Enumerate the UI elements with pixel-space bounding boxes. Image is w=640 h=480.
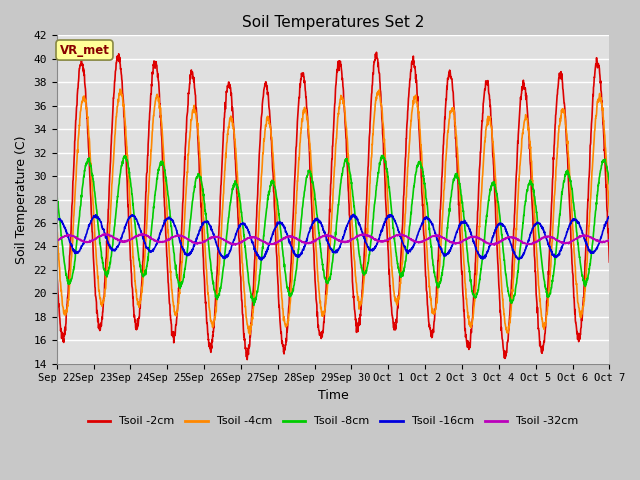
Tsoil -4cm: [207, 319, 215, 324]
Y-axis label: Soil Temperature (C): Soil Temperature (C): [15, 135, 28, 264]
Tsoil -16cm: [362, 238, 369, 243]
Tsoil -4cm: [573, 282, 580, 288]
Tsoil -16cm: [53, 217, 61, 223]
Tsoil -16cm: [349, 213, 357, 218]
Tsoil -8cm: [53, 192, 61, 198]
Tsoil -4cm: [349, 246, 357, 252]
Tsoil -8cm: [557, 200, 565, 205]
Tsoil -32cm: [349, 236, 357, 241]
Tsoil -32cm: [362, 232, 369, 238]
Tsoil -32cm: [557, 239, 565, 245]
Tsoil -2cm: [573, 324, 580, 330]
X-axis label: Time: Time: [317, 389, 348, 402]
Tsoil -8cm: [362, 271, 369, 276]
Tsoil -32cm: [573, 236, 580, 241]
Tsoil -16cm: [207, 223, 214, 229]
Text: VR_met: VR_met: [60, 44, 109, 57]
Tsoil -8cm: [605, 180, 613, 186]
Line: Tsoil -8cm: Tsoil -8cm: [57, 156, 609, 305]
Tsoil -2cm: [243, 357, 251, 362]
Tsoil -16cm: [258, 257, 266, 263]
Tsoil -4cm: [53, 220, 61, 226]
Tsoil -2cm: [557, 69, 565, 74]
Tsoil -16cm: [557, 247, 565, 252]
Tsoil -16cm: [605, 215, 613, 221]
Tsoil -32cm: [53, 238, 61, 244]
Tsoil -4cm: [362, 259, 369, 264]
Tsoil -32cm: [605, 237, 613, 243]
Tsoil -32cm: [494, 240, 502, 246]
Tsoil -2cm: [372, 49, 380, 55]
Tsoil -16cm: [494, 222, 502, 228]
Tsoil -4cm: [246, 332, 253, 337]
Tsoil -2cm: [349, 288, 357, 294]
Legend: Tsoil -2cm, Tsoil -4cm, Tsoil -8cm, Tsoil -16cm, Tsoil -32cm: Tsoil -2cm, Tsoil -4cm, Tsoil -8cm, Tsoi…: [84, 412, 582, 431]
Tsoil -8cm: [573, 226, 580, 232]
Tsoil -4cm: [494, 219, 502, 225]
Tsoil -16cm: [573, 218, 580, 224]
Tsoil -32cm: [491, 242, 499, 248]
Line: Tsoil -4cm: Tsoil -4cm: [57, 89, 609, 335]
Tsoil -32cm: [100, 231, 108, 237]
Tsoil -2cm: [605, 259, 613, 265]
Tsoil -16cm: [349, 212, 357, 217]
Tsoil -8cm: [494, 199, 502, 205]
Line: Tsoil -16cm: Tsoil -16cm: [57, 215, 609, 260]
Tsoil -2cm: [362, 229, 369, 235]
Title: Soil Temperatures Set 2: Soil Temperatures Set 2: [242, 15, 424, 30]
Tsoil -4cm: [605, 209, 613, 215]
Tsoil -2cm: [207, 349, 214, 355]
Tsoil -4cm: [557, 115, 565, 120]
Tsoil -2cm: [494, 263, 502, 268]
Tsoil -8cm: [349, 194, 357, 200]
Line: Tsoil -2cm: Tsoil -2cm: [57, 52, 609, 360]
Tsoil -4cm: [116, 86, 124, 92]
Tsoil -8cm: [207, 263, 214, 268]
Tsoil -2cm: [53, 264, 61, 269]
Line: Tsoil -32cm: Tsoil -32cm: [57, 234, 609, 245]
Tsoil -8cm: [250, 302, 258, 308]
Tsoil -32cm: [207, 235, 215, 240]
Tsoil -8cm: [380, 153, 387, 158]
